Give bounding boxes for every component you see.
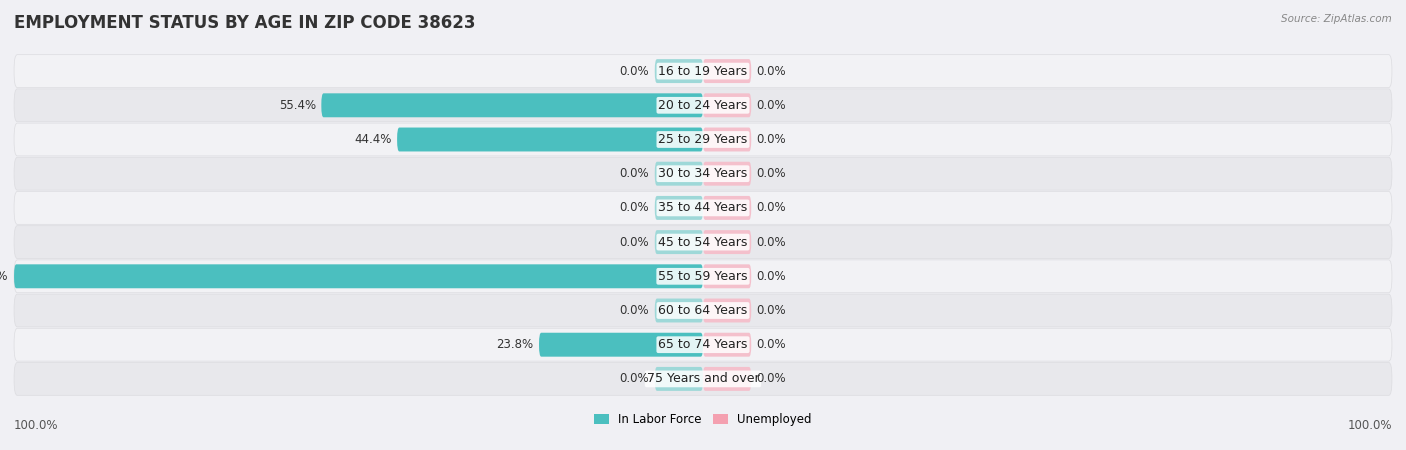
Text: 0.0%: 0.0% <box>756 338 786 351</box>
FancyBboxPatch shape <box>14 158 1392 190</box>
FancyBboxPatch shape <box>703 264 751 288</box>
FancyBboxPatch shape <box>703 196 751 220</box>
FancyBboxPatch shape <box>655 59 703 83</box>
FancyBboxPatch shape <box>703 333 751 357</box>
Text: Source: ZipAtlas.com: Source: ZipAtlas.com <box>1281 14 1392 23</box>
FancyBboxPatch shape <box>14 89 1392 122</box>
FancyBboxPatch shape <box>655 196 703 220</box>
FancyBboxPatch shape <box>655 162 703 186</box>
FancyBboxPatch shape <box>14 363 1392 395</box>
FancyBboxPatch shape <box>14 264 703 288</box>
Text: 0.0%: 0.0% <box>620 202 650 214</box>
Text: 100.0%: 100.0% <box>0 270 8 283</box>
FancyBboxPatch shape <box>703 127 751 152</box>
Text: 45 to 54 Years: 45 to 54 Years <box>658 236 748 248</box>
Text: 55.4%: 55.4% <box>278 99 316 112</box>
Text: 100.0%: 100.0% <box>1347 419 1392 432</box>
Text: 0.0%: 0.0% <box>620 304 650 317</box>
Text: 0.0%: 0.0% <box>756 270 786 283</box>
Text: 0.0%: 0.0% <box>756 236 786 248</box>
Text: 55 to 59 Years: 55 to 59 Years <box>658 270 748 283</box>
Text: 30 to 34 Years: 30 to 34 Years <box>658 167 748 180</box>
Legend: In Labor Force, Unemployed: In Labor Force, Unemployed <box>589 409 817 431</box>
FancyBboxPatch shape <box>538 333 703 357</box>
FancyBboxPatch shape <box>14 260 1392 292</box>
Text: EMPLOYMENT STATUS BY AGE IN ZIP CODE 38623: EMPLOYMENT STATUS BY AGE IN ZIP CODE 386… <box>14 14 475 32</box>
FancyBboxPatch shape <box>655 298 703 323</box>
FancyBboxPatch shape <box>14 123 1392 156</box>
FancyBboxPatch shape <box>655 230 703 254</box>
FancyBboxPatch shape <box>703 367 751 391</box>
Text: 0.0%: 0.0% <box>756 99 786 112</box>
FancyBboxPatch shape <box>655 367 703 391</box>
FancyBboxPatch shape <box>396 127 703 152</box>
FancyBboxPatch shape <box>703 59 751 83</box>
Text: 0.0%: 0.0% <box>620 167 650 180</box>
FancyBboxPatch shape <box>14 294 1392 327</box>
Text: 0.0%: 0.0% <box>756 373 786 385</box>
Text: 44.4%: 44.4% <box>354 133 392 146</box>
Text: 0.0%: 0.0% <box>756 202 786 214</box>
Text: 16 to 19 Years: 16 to 19 Years <box>658 65 748 77</box>
Text: 0.0%: 0.0% <box>756 304 786 317</box>
Text: 0.0%: 0.0% <box>620 65 650 77</box>
Text: 100.0%: 100.0% <box>14 419 59 432</box>
Text: 60 to 64 Years: 60 to 64 Years <box>658 304 748 317</box>
Text: 0.0%: 0.0% <box>756 65 786 77</box>
FancyBboxPatch shape <box>14 328 1392 361</box>
FancyBboxPatch shape <box>14 55 1392 87</box>
Text: 65 to 74 Years: 65 to 74 Years <box>658 338 748 351</box>
Text: 35 to 44 Years: 35 to 44 Years <box>658 202 748 214</box>
Text: 23.8%: 23.8% <box>496 338 533 351</box>
Text: 0.0%: 0.0% <box>620 373 650 385</box>
Text: 25 to 29 Years: 25 to 29 Years <box>658 133 748 146</box>
Text: 20 to 24 Years: 20 to 24 Years <box>658 99 748 112</box>
FancyBboxPatch shape <box>703 162 751 186</box>
Text: 0.0%: 0.0% <box>620 236 650 248</box>
FancyBboxPatch shape <box>14 226 1392 258</box>
FancyBboxPatch shape <box>703 230 751 254</box>
Text: 75 Years and over: 75 Years and over <box>647 373 759 385</box>
FancyBboxPatch shape <box>14 192 1392 224</box>
FancyBboxPatch shape <box>703 298 751 323</box>
Text: 0.0%: 0.0% <box>756 133 786 146</box>
FancyBboxPatch shape <box>703 93 751 117</box>
Text: 0.0%: 0.0% <box>756 167 786 180</box>
FancyBboxPatch shape <box>322 93 703 117</box>
